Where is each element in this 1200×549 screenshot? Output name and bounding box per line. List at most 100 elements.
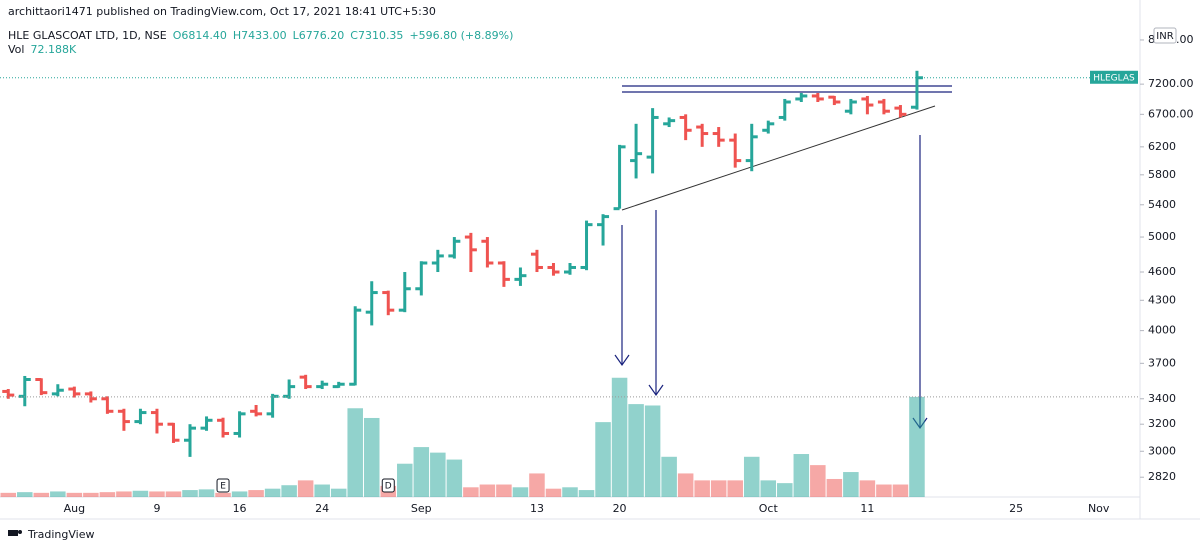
y-tick-label: 6700.00 [1148,107,1194,120]
volume-bar [363,417,380,497]
x-tick-label: Nov [1088,502,1110,515]
volume-bar [182,490,198,497]
drawn-trend-line [621,105,936,211]
volume-bar [116,491,132,497]
volume-bar [397,463,413,497]
y-tick-label: 4000 [1148,324,1176,337]
volume-bar [215,492,231,497]
volume-bar [909,396,925,497]
drawn-arrows [614,135,928,430]
volume-bar [611,377,628,497]
volume-bar [330,488,347,497]
ohlc-field: C7310.35 [350,29,404,42]
volume-bar [644,405,661,497]
volume-bar [17,492,33,497]
volume-bar [430,452,446,497]
volume-bar [826,478,843,497]
y-tick-label: 3000 [1148,444,1176,457]
x-tick-label: 16 [233,502,247,515]
volume-bar [661,456,677,497]
volume-bar [50,491,66,497]
price-tag-box [1090,70,1138,84]
ohlc-field: L6776.20 [292,29,345,42]
volume-bar [628,404,644,497]
volume-bar [198,489,215,497]
volume-bar [99,492,116,497]
volume-bar [810,465,826,497]
volume-bar [578,490,595,497]
event-label: E [220,482,226,492]
volume-bar [545,488,562,497]
volume-bar [231,491,248,497]
volume-bar [149,491,165,497]
y-tick-label: 5400 [1148,198,1176,211]
y-tick-label: 4600 [1148,265,1176,278]
volume-bar [743,456,760,497]
footer-brand: TradingView [27,528,94,541]
volume-bar [264,488,281,497]
volume-bar [66,492,83,497]
volume-bar [876,484,892,497]
volume-bar [793,454,810,497]
volume-bar [463,487,479,497]
y-tick-label: 4300 [1148,293,1176,306]
volume-bar [710,480,727,497]
y-tick-label: 5800 [1148,168,1176,181]
y-tick-label: 3200 [1148,417,1176,430]
ohlc-field: H7433.00 [232,29,287,42]
x-tick-label: 24 [315,502,329,515]
publish-text: archittaori1471 published on TradingView… [8,5,436,18]
y-tick-label: 6200 [1148,140,1176,153]
volume-bar [843,472,859,497]
x-tick-label: 11 [860,502,874,515]
currency-label: INR [1156,31,1173,42]
ohlc-field: O6814.40 [172,29,227,42]
volume-bar [248,490,264,497]
ohlc-field: +596.80 (+8.89%) [409,29,514,42]
event-badge [216,478,230,493]
volume-bar [83,492,99,497]
currency-box [1153,27,1177,44]
volume-bar [33,492,50,497]
symbol-name: HLE GLASCOAT LTD, 1D, NSE [8,29,167,42]
event-label: D [385,482,392,492]
volume-bar [892,484,909,497]
y-tick-label: 3400 [1148,392,1176,405]
volume-bar [347,408,363,497]
volume-bar [496,484,512,497]
event-badge [381,478,395,493]
y-tick-label: 2820 [1148,470,1176,483]
volume-bar [859,480,876,497]
y-tick-label: 3700 [1148,356,1176,369]
x-tick-label: 25 [1009,502,1023,515]
tv-logo [8,530,22,536]
y-tick-label: 7200.00 [1148,77,1194,90]
volume-bar [562,487,578,497]
volume-bar [281,485,297,497]
volume-bar [777,483,793,497]
volume-bar [595,422,611,497]
volume-bar [446,459,463,497]
x-tick-label: 13 [530,502,544,515]
volume-bar [727,480,743,497]
volume-legend: Vol 72.188K [8,43,76,56]
volume-bar [479,484,496,497]
volume-name: Vol [8,43,25,56]
volume-bar [297,480,314,497]
price-tag: HLEGLAS [1093,73,1135,83]
volume-bar [512,487,529,497]
y-tick-label: 5000 [1148,230,1176,243]
x-tick-label: 9 [153,502,160,515]
volume-bar [529,473,545,497]
x-tick-label: Sep [411,502,432,515]
publish-line: archittaori1471 published on TradingView… [8,5,436,18]
volume-layer [0,377,925,497]
x-tick-label: Oct [759,502,779,515]
volume-value: 72.188K [30,43,77,56]
volume-bar [677,473,694,497]
x-tick-label: Aug [64,502,85,515]
x-tick-label: 20 [613,502,627,515]
price-layer [2,70,923,457]
